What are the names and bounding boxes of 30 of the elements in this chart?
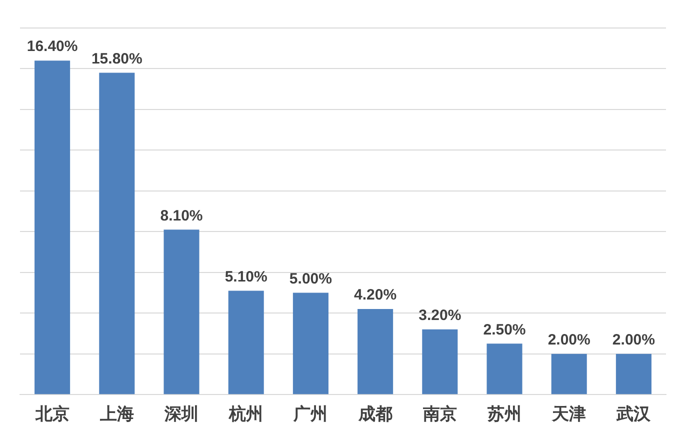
x-tick-label: 杭州 <box>228 404 264 424</box>
bar <box>292 292 328 394</box>
bar <box>551 354 587 394</box>
data-label: 2.00% <box>612 332 655 349</box>
data-label: 5.00% <box>289 270 332 288</box>
x-tick-label: 广州 <box>292 404 328 424</box>
data-label: 2.50% <box>483 321 526 338</box>
x-tick-label: 上海 <box>98 404 134 424</box>
bar <box>422 329 458 394</box>
bar <box>358 309 394 394</box>
data-label: 2.00% <box>548 332 590 349</box>
data-label: 3.20% <box>418 307 462 324</box>
data-label: 16.40% <box>26 38 78 56</box>
data-label: 4.20% <box>354 286 397 304</box>
data-label: 8.10% <box>160 207 203 224</box>
x-tick-label: 深圳 <box>164 404 198 424</box>
x-tick-label: 天津 <box>551 404 586 424</box>
x-tick-label: 武汉 <box>616 404 652 424</box>
x-tick-label: 北京 <box>34 404 70 424</box>
x-tick-label: 成都 <box>357 404 392 424</box>
x-tick-label: 南京 <box>422 404 457 424</box>
x-tick-label: 苏州 <box>486 404 522 424</box>
bar <box>34 60 70 394</box>
bar <box>99 72 135 394</box>
bar <box>164 230 200 394</box>
bar <box>228 290 264 394</box>
data-label: 15.80% <box>91 50 142 68</box>
bar <box>616 354 652 394</box>
bar <box>486 344 522 394</box>
data-label: 5.10% <box>224 268 268 286</box>
